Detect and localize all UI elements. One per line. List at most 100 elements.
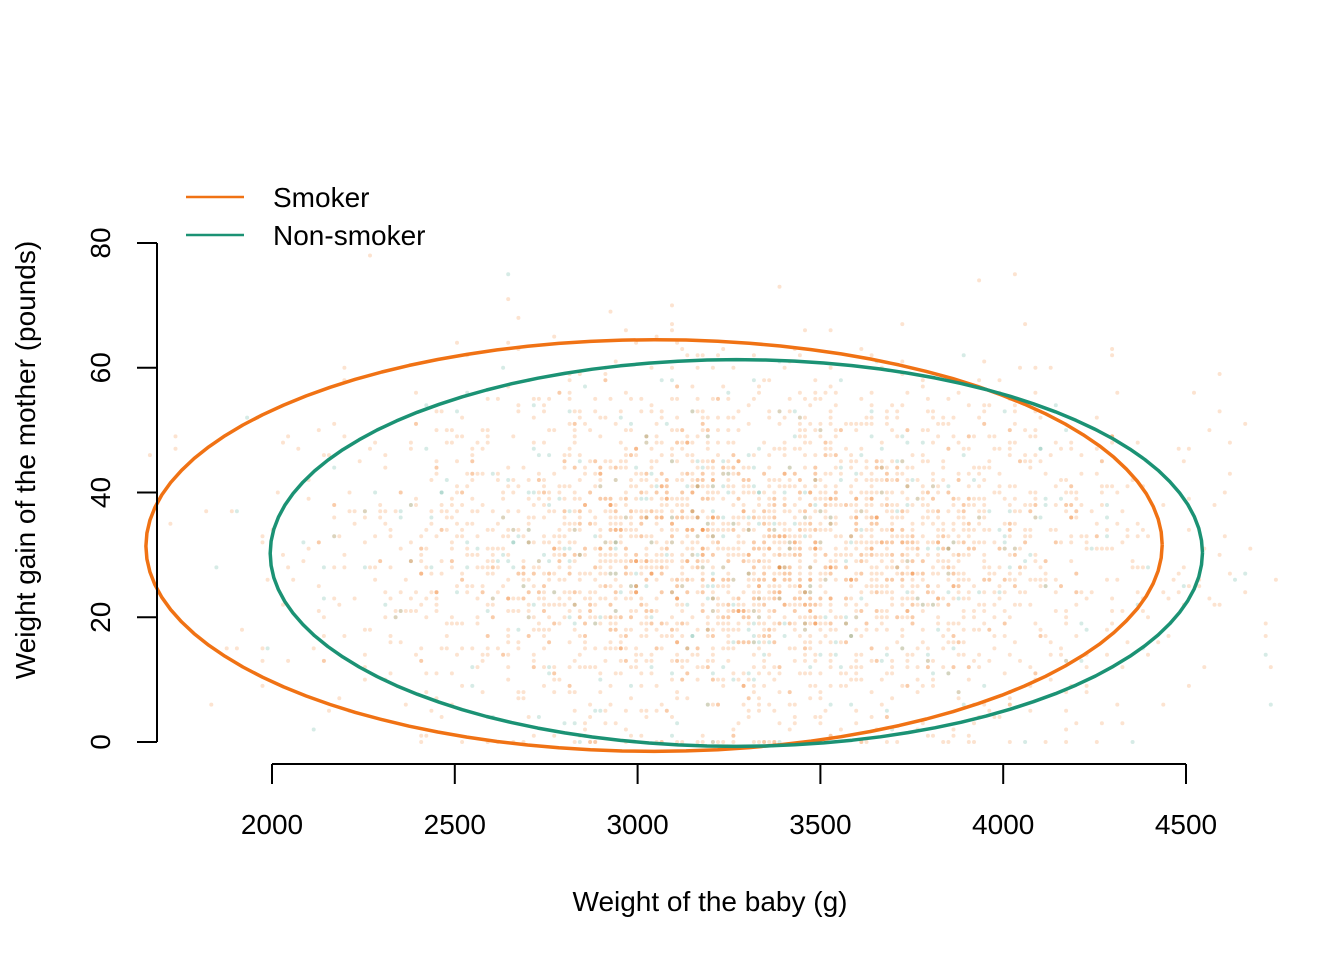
- point-smoker: [1099, 459, 1104, 464]
- point-smoker: [700, 471, 705, 476]
- point-smoker: [961, 596, 966, 601]
- point-smoker: [782, 453, 787, 458]
- point-smoker: [941, 534, 946, 539]
- point-smoker: [818, 527, 823, 532]
- point-smoker: [419, 740, 424, 744]
- point-smoker: [572, 627, 577, 632]
- point-smoker: [383, 590, 388, 595]
- point-smoker: [905, 428, 910, 433]
- point-non-smoker: [455, 409, 459, 414]
- point-smoker: [644, 552, 649, 557]
- point-smoker: [746, 478, 751, 482]
- point-smoker: [710, 459, 715, 464]
- point-smoker: [613, 503, 618, 507]
- point-smoker: [813, 621, 818, 626]
- point-smoker: [542, 584, 546, 589]
- point-smoker: [782, 509, 787, 514]
- point-smoker: [797, 602, 802, 607]
- point-smoker: [772, 503, 777, 507]
- point-smoker: [925, 552, 930, 557]
- point-smoker: [542, 534, 546, 539]
- point-smoker: [695, 540, 700, 545]
- point-smoker: [705, 615, 710, 620]
- point-smoker: [869, 690, 874, 695]
- point-smoker: [623, 658, 628, 663]
- point-smoker: [629, 615, 633, 620]
- point-smoker: [792, 540, 797, 545]
- point-smoker: [495, 590, 500, 595]
- point-smoker: [1023, 322, 1028, 327]
- point-smoker: [813, 546, 818, 551]
- point-smoker: [623, 515, 628, 520]
- point-smoker: [710, 521, 715, 526]
- point-smoker: [695, 478, 700, 482]
- point-smoker: [388, 634, 393, 638]
- point-smoker: [803, 415, 807, 420]
- point-smoker: [741, 609, 746, 613]
- point-smoker: [905, 484, 910, 489]
- point-smoker: [833, 390, 838, 395]
- point-smoker: [987, 658, 992, 663]
- point-smoker: [890, 515, 895, 520]
- point-smoker: [629, 733, 633, 738]
- point-smoker: [1012, 577, 1017, 582]
- point-smoker: [895, 740, 900, 744]
- point-smoker: [598, 465, 603, 470]
- point-smoker: [736, 609, 741, 613]
- point-smoker: [920, 571, 925, 576]
- point-smoker: [470, 471, 475, 476]
- point-smoker: [608, 571, 613, 576]
- point-non-smoker: [757, 446, 761, 451]
- point-smoker: [828, 496, 833, 501]
- point-smoker: [879, 540, 884, 545]
- point-smoker: [951, 665, 956, 670]
- point-smoker: [797, 496, 802, 501]
- point-smoker: [654, 646, 659, 651]
- point-smoker: [951, 552, 956, 557]
- point-non-smoker: [844, 615, 848, 620]
- point-smoker: [797, 596, 802, 601]
- point-smoker: [864, 540, 869, 545]
- point-smoker: [859, 571, 864, 576]
- point-smoker: [1048, 527, 1053, 532]
- point-non-smoker: [531, 403, 536, 408]
- point-smoker: [598, 571, 603, 576]
- point-smoker: [808, 515, 813, 520]
- point-smoker: [623, 465, 628, 470]
- point-non-smoker: [649, 471, 654, 476]
- point-smoker: [1079, 471, 1084, 476]
- point-non-smoker: [757, 490, 761, 495]
- point-smoker: [408, 559, 413, 564]
- point-smoker: [736, 609, 741, 613]
- point-smoker: [946, 446, 951, 451]
- point-smoker: [419, 546, 424, 551]
- point-smoker: [583, 465, 587, 470]
- point-smoker: [741, 640, 746, 645]
- point-smoker: [685, 671, 690, 676]
- point-smoker: [905, 465, 910, 470]
- point-non-smoker: [920, 440, 925, 445]
- point-smoker: [721, 677, 726, 682]
- point-smoker: [905, 509, 910, 514]
- point-smoker: [639, 683, 644, 688]
- point-smoker: [823, 509, 828, 514]
- point-smoker: [844, 421, 848, 426]
- point-smoker: [542, 503, 546, 507]
- point-smoker: [1074, 634, 1079, 638]
- point-smoker: [603, 646, 608, 651]
- point-smoker: [511, 434, 516, 439]
- point-smoker: [1028, 503, 1033, 507]
- point-smoker: [710, 490, 715, 495]
- point-smoker: [1084, 665, 1089, 670]
- point-smoker: [705, 484, 710, 489]
- point-smoker: [1053, 503, 1058, 507]
- point-smoker: [803, 509, 807, 514]
- point-smoker: [792, 552, 797, 557]
- point-smoker: [869, 403, 874, 408]
- point-non-smoker: [593, 534, 598, 539]
- point-smoker: [408, 559, 413, 564]
- point-smoker: [936, 584, 941, 589]
- point-smoker: [833, 490, 838, 495]
- point-smoker: [572, 552, 577, 557]
- point-smoker: [772, 621, 777, 626]
